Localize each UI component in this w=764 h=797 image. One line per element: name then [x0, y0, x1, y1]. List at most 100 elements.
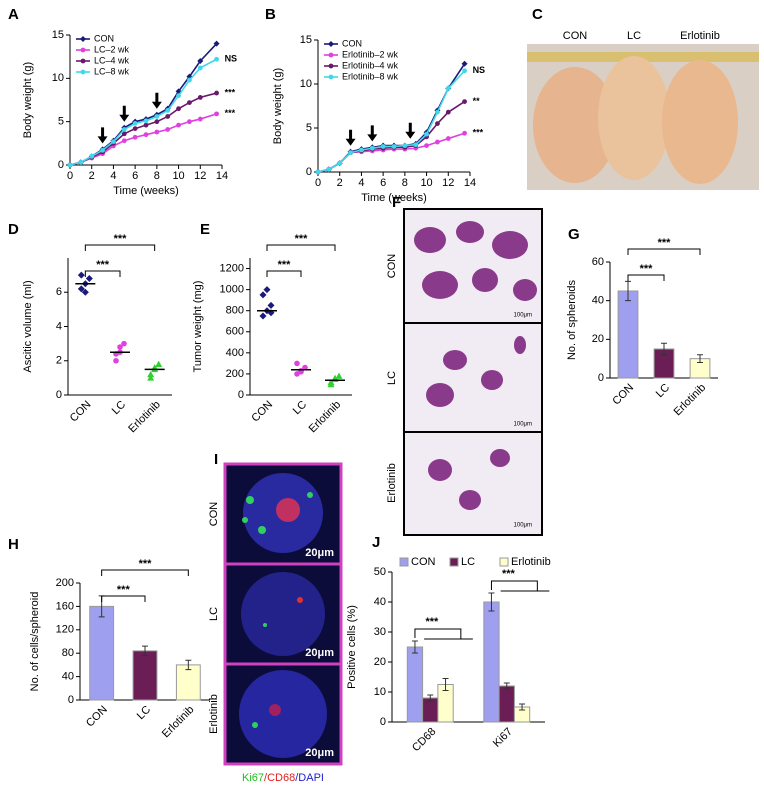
- arrow: [151, 92, 162, 109]
- y-tick-label: 1200: [220, 262, 244, 274]
- marker: [100, 147, 105, 153]
- x-tick-label: 0: [315, 177, 321, 189]
- marker: [263, 286, 271, 294]
- marker: [413, 142, 419, 148]
- y-tick-label: 50: [374, 566, 386, 578]
- significance: NS: [225, 54, 238, 64]
- error-bar: [185, 659, 192, 671]
- caption-part: /DAPI: [295, 772, 324, 784]
- legend-label: Erlotinib–4 wk: [342, 60, 399, 70]
- legend-label: CON: [342, 38, 362, 48]
- x-tick-label: Ki67: [491, 726, 515, 750]
- arrow: [405, 122, 416, 139]
- marker: [462, 130, 467, 136]
- marker: [132, 126, 138, 131]
- x-tick-label: LC: [135, 704, 153, 722]
- marker: [80, 36, 86, 42]
- y-tick-label: 10: [300, 78, 312, 90]
- significance: ***: [278, 259, 292, 271]
- arrow: [97, 127, 108, 144]
- panel-label: F: [392, 194, 401, 211]
- y-tick-label: 6: [56, 286, 62, 298]
- x-tick-label: 12: [194, 170, 206, 182]
- marker: [327, 378, 335, 386]
- significance: ***: [295, 233, 309, 245]
- significance: ***: [114, 233, 128, 245]
- marker: [197, 58, 204, 64]
- marker: [121, 340, 127, 347]
- y-tick-label: 20: [592, 333, 604, 345]
- x-tick-label: Erlotinib: [307, 399, 344, 436]
- marker: [121, 127, 127, 132]
- error-bar: [697, 354, 703, 364]
- bar: [483, 601, 500, 723]
- bracket: [84, 270, 121, 277]
- ruler: [527, 52, 759, 62]
- significance: ***: [502, 568, 516, 580]
- bar: [498, 685, 515, 723]
- scale-bar-label: 100μm: [514, 523, 532, 529]
- row-label: CON: [386, 254, 398, 279]
- photo-label: Erlotinib: [680, 30, 720, 42]
- bracket: [266, 244, 336, 251]
- marker: [80, 69, 86, 75]
- marker: [113, 357, 119, 364]
- row-label: LC: [386, 371, 398, 385]
- significance: ***: [96, 259, 110, 271]
- caption-part: /CD68: [264, 772, 295, 784]
- legend-swatch: [449, 557, 459, 567]
- marker: [259, 291, 267, 299]
- caption-part: Ki67: [242, 772, 264, 784]
- marker: [331, 374, 339, 381]
- x-tick-label: LC: [110, 399, 128, 417]
- micrograph-panel-f: F CON LC Erlotinib 100μm 100μm 100μm: [386, 194, 543, 536]
- panel-label: H: [8, 536, 19, 553]
- legend-label: Erlotinib: [511, 556, 551, 568]
- marker: [359, 147, 364, 153]
- error-bar: [142, 645, 148, 657]
- error-bar: [661, 342, 667, 356]
- row-label: LC: [208, 607, 220, 621]
- marker: [80, 58, 86, 64]
- panel-label: E: [200, 221, 210, 238]
- x-tick-label: 14: [216, 170, 228, 182]
- bar: [617, 290, 639, 379]
- x-tick-label: 6: [380, 177, 386, 189]
- x-tick-label: CON: [249, 399, 275, 425]
- marker: [154, 119, 160, 125]
- scale-bar-label: 20μm: [305, 747, 334, 759]
- panel-label: C: [532, 6, 543, 23]
- series-line: [317, 70, 466, 173]
- marker: [328, 74, 334, 80]
- x-tick-label: 12: [442, 177, 454, 189]
- spheroids: [414, 221, 537, 510]
- marker: [214, 111, 219, 117]
- significance: ***: [425, 616, 439, 628]
- significance: NS: [473, 65, 486, 75]
- bar: [89, 605, 115, 701]
- x-tick-label: LC: [291, 399, 309, 417]
- significance: ***: [473, 128, 484, 138]
- x-tick-label: 8: [402, 177, 408, 189]
- legend-label: Erlotinib–2 wk: [342, 49, 399, 59]
- x-tick-label: 10: [172, 170, 184, 182]
- significance: ***: [139, 558, 153, 570]
- y-axis-label: Tumor weight (mg): [192, 281, 204, 373]
- marker: [462, 99, 467, 104]
- bracket: [490, 580, 550, 592]
- marker: [348, 150, 353, 156]
- marker: [155, 360, 163, 367]
- marker: [294, 360, 300, 367]
- significance: ***: [225, 108, 236, 118]
- y-axis-label: Body weight (g): [22, 62, 34, 138]
- marker: [143, 132, 149, 138]
- y-tick-label: 40: [374, 596, 386, 608]
- bracket: [266, 270, 302, 277]
- marker: [214, 90, 219, 96]
- marker: [315, 169, 321, 175]
- marker: [402, 143, 408, 149]
- y-tick-label: 15: [52, 29, 64, 41]
- legend-label: LC–8 wk: [94, 66, 130, 76]
- mouse: [598, 56, 670, 180]
